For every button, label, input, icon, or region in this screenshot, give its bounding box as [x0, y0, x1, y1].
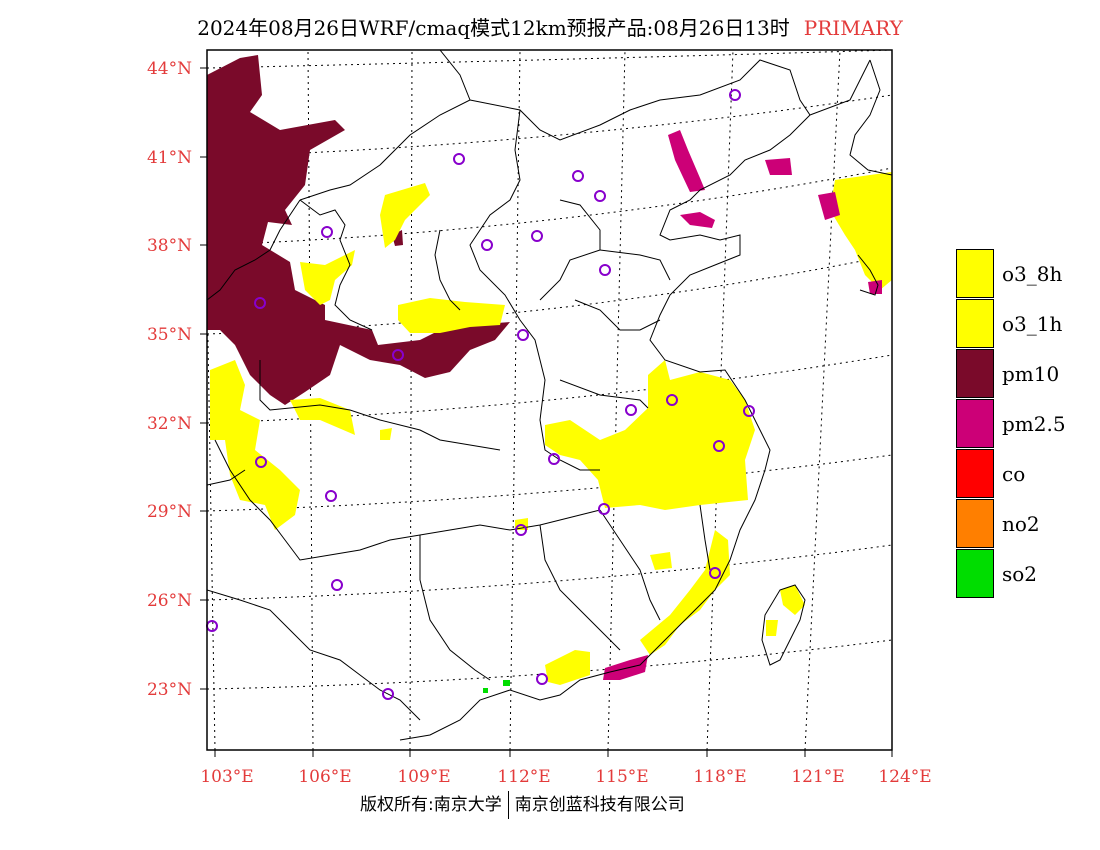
copyright-right: 南京创蓝科技有限公司 [514, 795, 685, 815]
pm25-area-tianjin [680, 212, 715, 228]
city-marker [599, 264, 611, 276]
city-marker [331, 579, 343, 591]
city-marker [713, 440, 725, 452]
lon-label: 124°E [878, 767, 931, 787]
legend-swatch [956, 499, 994, 548]
pm25-area-hebei [668, 130, 705, 192]
graticule [207, 50, 892, 750]
o3-area-liaoning [830, 172, 892, 290]
pm25-area-guangdong [603, 655, 648, 680]
city-markers [206, 89, 755, 700]
city-marker [481, 239, 493, 251]
lon-label: 103°E [200, 767, 253, 787]
city-marker [515, 524, 527, 536]
o3-area-guizhou [380, 428, 392, 440]
o3-area-inner-mongolia [380, 183, 430, 248]
lat-label: 32°N [147, 414, 192, 434]
lon-label: 118°E [693, 767, 746, 787]
boundaries [207, 50, 892, 741]
city-marker [625, 404, 637, 416]
copyright-footer: 版权所有:南京大学 南京创蓝科技有限公司 [360, 790, 685, 819]
o3-area-fujian-coast [640, 530, 730, 655]
axis-ticks [200, 67, 893, 757]
lat-label: 41°N [147, 148, 192, 168]
legend-label: pm2.5 [1002, 412, 1066, 436]
city-marker [382, 688, 394, 700]
o3-area-taiwan [780, 585, 805, 615]
city-marker [206, 620, 218, 632]
o3-area-guangdong [545, 650, 590, 685]
city-marker [531, 230, 543, 242]
o3-area-taiwan-south [766, 620, 778, 636]
lat-label: 35°N [147, 325, 192, 345]
legend-swatch [956, 299, 994, 348]
o3-area-jiangxi [650, 552, 672, 570]
city-marker [325, 490, 337, 502]
city-marker [594, 190, 606, 202]
so2-patch [503, 680, 510, 686]
o3-area-sichuan [210, 360, 300, 530]
longitude-labels: 103°E 106°E 109°E 112°E 115°E 118°E 121°… [200, 767, 931, 787]
lon-label: 121°E [791, 767, 844, 787]
lon-label: 112°E [497, 767, 550, 787]
legend-label: no2 [1002, 512, 1040, 536]
footer-divider [507, 791, 509, 819]
map-frame [206, 49, 893, 751]
legend-label: o3_1h [1002, 312, 1063, 336]
city-marker [598, 503, 610, 515]
mode-tag: PRIMARY [803, 16, 903, 40]
lon-label: 115°E [595, 767, 648, 787]
city-marker [453, 153, 465, 165]
lon-label: 106°E [298, 767, 351, 787]
pm25-area-liaoning [765, 158, 792, 175]
so2-patch-2 [483, 688, 488, 693]
o3-area-loess [300, 250, 355, 305]
legend-label: co [1002, 462, 1026, 486]
pollution-fields [207, 55, 892, 693]
legend-label: pm10 [1002, 362, 1060, 386]
legend-swatch [956, 349, 994, 398]
o3-area-chongqing [290, 398, 355, 435]
legend-label: o3_8h [1002, 262, 1063, 286]
city-marker [548, 453, 560, 465]
city-marker [321, 226, 333, 238]
lat-label: 38°N [147, 236, 192, 256]
city-marker [743, 405, 755, 417]
city-marker [254, 297, 266, 309]
lat-label: 26°N [147, 591, 192, 611]
legend-swatch [956, 549, 994, 598]
city-marker [536, 673, 548, 685]
lat-label: 23°N [147, 680, 192, 700]
city-marker [392, 349, 404, 361]
pm10-area-northwest [207, 55, 510, 405]
legend-swatch [956, 249, 994, 298]
lon-label: 109°E [397, 767, 450, 787]
city-marker [666, 394, 678, 406]
pm25-area-dandong [868, 280, 882, 294]
city-marker [255, 456, 267, 468]
map-title: 2024年08月26日WRF/cmaq模式12km预报产品:08月26日13时 P… [0, 12, 1100, 41]
pm25-area-dalian [818, 192, 840, 220]
lat-label: 44°N [147, 59, 192, 79]
title-text: 2024年08月26日WRF/cmaq模式12km预报产品:08月26日13时 [197, 16, 790, 40]
city-marker [572, 170, 584, 182]
lat-label: 29°N [147, 502, 192, 522]
o3-area-yangtze [545, 360, 755, 510]
copyright-left: 版权所有:南京大学 [360, 795, 502, 815]
city-marker [709, 567, 721, 579]
legend-label: so2 [1002, 562, 1038, 586]
city-marker [729, 89, 741, 101]
legend-swatch [956, 449, 994, 498]
o3-area-shanxi [398, 298, 505, 333]
legend-swatch [956, 399, 994, 448]
latitude-labels: 44°N 41°N 38°N 35°N 32°N 29°N 26°N 23°N [147, 59, 192, 700]
city-marker [517, 329, 529, 341]
